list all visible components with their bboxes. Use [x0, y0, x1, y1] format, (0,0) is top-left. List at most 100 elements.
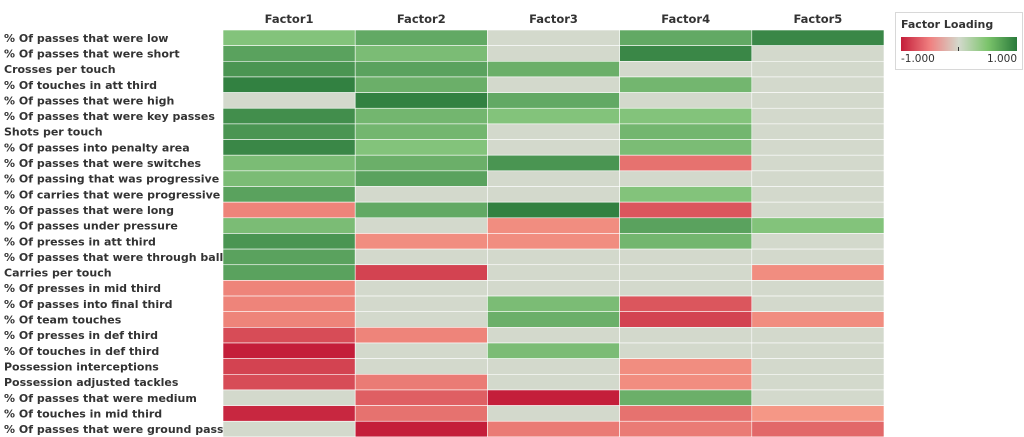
heatmap-cell	[619, 154, 753, 172]
heatmap-cell	[354, 280, 488, 297]
heatmap-cell	[354, 358, 488, 375]
heatmap-cell	[354, 405, 488, 422]
heatmap-cell	[619, 123, 753, 140]
heatmap-cell	[619, 60, 753, 78]
column-headers: Factor1 Factor2 Factor3 Factor4 Factor5	[265, 12, 843, 26]
heatmap-cell	[751, 420, 885, 437]
row-label: % Of carries that were progressive	[4, 188, 220, 201]
heatmap-cell	[354, 45, 488, 62]
heatmap-cell	[354, 342, 488, 359]
heatmap-cell	[619, 139, 753, 156]
column-header: Factor3	[529, 12, 578, 26]
heatmap-cell	[751, 311, 885, 328]
heatmap-cell	[619, 45, 753, 62]
row-label: % Of touches in att third	[4, 79, 157, 92]
heatmap-cell	[487, 405, 620, 422]
row-label: % Of passes into penalty area	[4, 141, 190, 154]
heatmap-cell	[222, 186, 356, 203]
heatmap-cell	[751, 76, 885, 93]
heatmap-cell	[619, 420, 753, 437]
heatmap-cell	[222, 311, 356, 328]
heatmap-cell	[619, 389, 753, 406]
heatmap-cell	[619, 29, 753, 46]
heatmap-cell	[751, 139, 885, 156]
heatmap-cell	[487, 264, 620, 281]
heatmap-cell	[487, 186, 620, 203]
heatmap-cell	[751, 170, 885, 187]
row-label: % Of passes under pressure	[4, 220, 178, 233]
heatmap-cell	[619, 373, 753, 391]
heatmap-cell	[619, 405, 753, 422]
row-label: % Of passes that were switches	[4, 157, 202, 170]
heatmap-cell	[487, 170, 620, 187]
heatmap-cell	[619, 217, 753, 234]
heatmap-cell	[222, 45, 356, 62]
heatmap-cell	[487, 92, 620, 109]
heatmap-cell	[487, 154, 620, 172]
heatmap-cell	[619, 170, 753, 187]
row-label: Shots per touch	[4, 126, 103, 139]
heatmap-cell	[619, 358, 753, 375]
heatmap-cell	[619, 280, 753, 297]
heatmap-cell	[354, 295, 488, 312]
heatmap-cell	[487, 373, 620, 391]
heatmap-cell	[354, 76, 488, 93]
heatmap-cell	[487, 280, 620, 297]
row-label: % Of touches in mid third	[4, 407, 162, 420]
row-label: % Of presses in att third	[4, 235, 156, 248]
row-label: % Of passes that were long	[4, 204, 174, 217]
heatmap-cells	[222, 29, 885, 437]
heatmap-cell	[487, 248, 620, 266]
heatmap-cell	[619, 311, 753, 328]
legend-title: Factor Loading	[901, 18, 994, 31]
heatmap-cell	[487, 327, 620, 344]
heatmap-cell	[487, 342, 620, 359]
heatmap-cell	[751, 405, 885, 422]
row-label: % Of passes into final third	[4, 298, 172, 311]
legend-gradient-bar	[901, 37, 1017, 51]
heatmap-cell	[619, 295, 753, 312]
column-header: Factor4	[661, 12, 710, 26]
heatmap-cell	[354, 248, 488, 266]
heatmap-cell	[751, 264, 885, 281]
heatmap-cell	[222, 201, 356, 219]
heatmap-cell	[354, 154, 488, 172]
heatmap-cell	[751, 201, 885, 219]
heatmap-cell	[222, 139, 356, 156]
heatmap-cell	[487, 420, 620, 437]
heatmap-cell	[751, 92, 885, 109]
heatmap-cell	[354, 311, 488, 328]
column-header: Factor1	[265, 12, 314, 26]
heatmap-cell	[487, 123, 620, 140]
heatmap-cell	[354, 420, 488, 437]
heatmap-cell	[751, 248, 885, 266]
heatmap-cell	[751, 217, 885, 234]
row-label: % Of passes that were short	[4, 47, 180, 60]
heatmap-cell	[354, 264, 488, 281]
heatmap-cell	[619, 233, 753, 250]
heatmap-cell	[619, 248, 753, 266]
heatmap-cell	[354, 217, 488, 234]
heatmap-cell	[751, 373, 885, 391]
row-label: % Of passes that were key passes	[4, 110, 215, 123]
heatmap-cell	[619, 107, 753, 125]
heatmap-cell	[354, 107, 488, 125]
heatmap-cell	[751, 295, 885, 312]
heatmap-cell	[487, 76, 620, 93]
heatmap-cell	[487, 60, 620, 78]
legend-midpoint-tick	[958, 47, 959, 51]
heatmap-cell	[222, 295, 356, 312]
heatmap-cell	[222, 389, 356, 406]
row-label: Carries per touch	[4, 267, 112, 280]
heatmap-cell	[751, 389, 885, 406]
row-label: Possession interceptions	[4, 360, 159, 373]
heatmap-cell	[222, 327, 356, 344]
heatmap-cell	[619, 76, 753, 93]
heatmap-cell	[222, 358, 356, 375]
heatmap-cell	[354, 373, 488, 391]
heatmap-cell	[487, 29, 620, 46]
row-label: % Of presses in def third	[4, 329, 158, 342]
heatmap-cell	[222, 248, 356, 266]
row-label: % Of touches in def third	[4, 345, 159, 358]
heatmap-cell	[222, 76, 356, 93]
